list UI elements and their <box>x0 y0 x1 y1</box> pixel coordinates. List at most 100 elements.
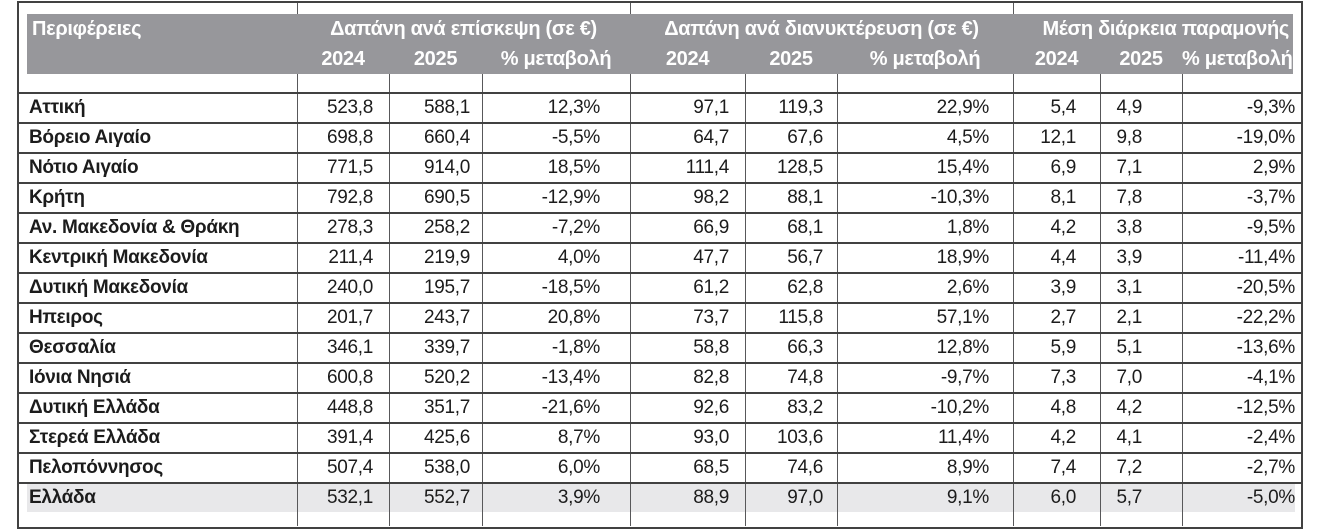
value-cell: -21,6% <box>482 394 630 422</box>
group-divider-line <box>1013 3 1014 14</box>
value-cell: -5,5% <box>482 124 630 152</box>
value-cell: 9,8 <box>1100 124 1182 152</box>
value-cell: 4,2 <box>1013 424 1100 452</box>
value-cell: 11,4% <box>837 424 1013 452</box>
value-cell: 68,5 <box>630 454 745 482</box>
value-cell: 119,3 <box>745 94 837 122</box>
value-cell: 4,9 <box>1100 94 1182 122</box>
value-cell: 97,0 <box>745 484 837 512</box>
value-cell: 660,4 <box>389 124 482 152</box>
value-cell: 15,4% <box>837 154 1013 182</box>
col-header-overnight-change: % μεταβολή <box>869 47 981 70</box>
value-cell: -9,7% <box>837 364 1013 392</box>
col-header-visit-2024: 2024 <box>321 47 365 70</box>
group-title-row: Περιφέρειες Δαπάνη ανά επίσκεψη (σε €) Δ… <box>27 14 1293 44</box>
value-cell: 391,4 <box>297 424 389 452</box>
region-name-cell: Ελλάδα <box>29 487 96 508</box>
value-cell: 97,1 <box>630 94 745 122</box>
regional-tourism-expense-table: Περιφέρειες Δαπάνη ανά επίσκεψη (σε €) Δ… <box>17 1 1303 529</box>
value-cell: -18,5% <box>482 274 630 302</box>
col-header-stay-2025: 2025 <box>1119 47 1163 70</box>
value-cell: 6,9 <box>1013 154 1100 182</box>
group-header-expense-per-overnight: Δαπάνη ανά διανυκτέρευση (σε €) <box>664 17 979 40</box>
col-header-overnight-2024: 2024 <box>665 47 710 70</box>
value-cell: 88,1 <box>745 184 837 212</box>
value-cell: 92,6 <box>630 394 745 422</box>
bottom-gap <box>19 512 1301 526</box>
value-cell: 73,7 <box>630 304 745 332</box>
total-row-greece: Ελλάδα 532,1 552,7 3,9% 88,9 97,0 9,1% 6,0 5,7 -5… <box>19 482 1301 512</box>
column-divider-line <box>297 512 298 526</box>
value-cell: 3,8 <box>1100 214 1182 242</box>
value-cell: 4,2 <box>1013 214 1100 242</box>
value-cell: 66,3 <box>745 334 837 362</box>
value-cell: 6,0% <box>482 454 630 482</box>
value-cell: -5,0% <box>1182 484 1301 512</box>
column-divider-line <box>630 74 631 92</box>
value-cell: 12,8% <box>837 334 1013 362</box>
col-header-overnight-2025: 2025 <box>769 47 813 70</box>
column-divider-line <box>745 512 746 526</box>
value-cell: 62,8 <box>745 274 837 302</box>
value-cell: 56,7 <box>745 244 837 272</box>
value-cell: -2,4% <box>1182 424 1301 452</box>
value-cell: 7,8 <box>1100 184 1182 212</box>
table-row: Βόρειο Αιγαίο 698,8 660,4 -5,5% 64,7 67,6 4,5%… <box>19 122 1301 152</box>
value-cell: -2,7% <box>1182 454 1301 482</box>
value-cell: 2,6% <box>837 274 1013 302</box>
value-cell: 2,9% <box>1182 154 1301 182</box>
value-cell: -1,8% <box>482 334 630 362</box>
region-name-cell: Κρήτη <box>29 187 85 208</box>
value-cell: 4,0% <box>482 244 630 272</box>
value-cell: -10,2% <box>837 394 1013 422</box>
sub-header-row: 2024 2025 % μεταβολή 2024 2025 % μεταβολ… <box>27 44 1293 74</box>
value-cell: 5,4 <box>1013 94 1100 122</box>
column-divider-line <box>837 74 838 92</box>
column-divider-line <box>630 512 631 526</box>
region-name-cell: Δυτική Μακεδονία <box>29 277 188 298</box>
table-body: Αττική 523,8 588,1 12,3% 97,1 119,3 22,9% 5,4 4,… <box>19 92 1301 512</box>
value-cell: 6,0 <box>1013 484 1100 512</box>
group-divider-line <box>630 3 631 14</box>
value-cell: 278,3 <box>297 214 389 242</box>
value-cell: 5,9 <box>1013 334 1100 362</box>
column-divider-line <box>389 74 390 92</box>
table-row: Θεσσαλία 346,1 339,7 -1,8% 58,8 66,3 12,8% 5,9 5… <box>19 332 1301 362</box>
region-name-cell: Αττική <box>29 97 86 118</box>
value-cell: 64,7 <box>630 124 745 152</box>
table-row: Στερεά Ελλάδα 391,4 425,6 8,7% 93,0 103,6 11,4… <box>19 422 1301 452</box>
table-row: Κρήτη 792,8 690,5 -12,9% 98,2 88,1 -10,3% 8,1 7,… <box>19 182 1301 212</box>
value-cell: 98,2 <box>630 184 745 212</box>
table-row: Ηπειρος 201,7 243,7 20,8% 73,7 115,8 57,1% 2,7 2… <box>19 302 1301 332</box>
value-cell: 74,6 <box>745 454 837 482</box>
col-header-visit-2025: 2025 <box>413 47 458 70</box>
header-body-gap <box>19 74 1301 92</box>
value-cell: -20,5% <box>1182 274 1301 302</box>
value-cell: 914,0 <box>389 154 482 182</box>
value-cell: 771,5 <box>297 154 389 182</box>
value-cell: 61,2 <box>630 274 745 302</box>
value-cell: 240,0 <box>297 274 389 302</box>
region-name-cell: Ιόνια Νησιά <box>29 367 131 388</box>
col-header-visit-change: % μεταβολή <box>500 47 612 70</box>
value-cell: 103,6 <box>745 424 837 452</box>
value-cell: 690,5 <box>389 184 482 212</box>
value-cell: 18,5% <box>482 154 630 182</box>
value-cell: 258,2 <box>389 214 482 242</box>
column-divider-line <box>1182 74 1183 92</box>
table-row: Ιόνια Νησιά 600,8 520,2 -13,4% 82,8 74,8 -9,7%… <box>19 362 1301 392</box>
value-cell: 4,5% <box>837 124 1013 152</box>
value-cell: 7,2 <box>1100 454 1182 482</box>
value-cell: 243,7 <box>389 304 482 332</box>
column-divider-line <box>745 74 746 92</box>
value-cell: 3,9% <box>482 484 630 512</box>
value-cell: 47,7 <box>630 244 745 272</box>
value-cell: 507,4 <box>297 454 389 482</box>
value-cell: 67,6 <box>745 124 837 152</box>
value-cell: 520,2 <box>389 364 482 392</box>
value-cell: 93,0 <box>630 424 745 452</box>
col-header-stay-2024: 2024 <box>1034 47 1079 70</box>
table-header: Περιφέρειες Δαπάνη ανά επίσκεψη (σε €) Δ… <box>27 14 1293 74</box>
value-cell: -12,9% <box>482 184 630 212</box>
value-cell: 7,4 <box>1013 454 1100 482</box>
